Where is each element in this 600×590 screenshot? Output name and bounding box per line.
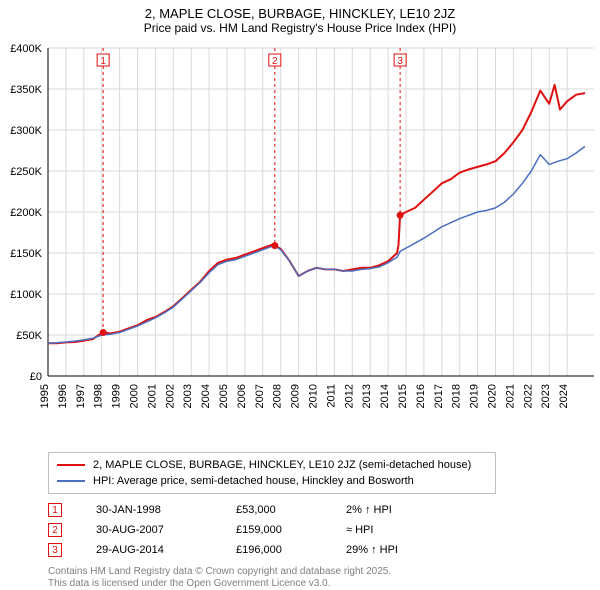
svg-text:1997: 1997 bbox=[75, 384, 87, 408]
svg-text:£150K: £150K bbox=[10, 248, 42, 260]
svg-text:2012: 2012 bbox=[343, 384, 355, 408]
svg-text:2023: 2023 bbox=[540, 384, 552, 408]
legend-label-2: HPI: Average price, semi-detached house,… bbox=[93, 473, 414, 489]
svg-text:£300K: £300K bbox=[10, 125, 42, 137]
svg-text:1: 1 bbox=[100, 56, 106, 67]
svg-text:2009: 2009 bbox=[290, 384, 302, 408]
sales-date-2: 30-AUG-2007 bbox=[96, 524, 236, 536]
chart-title-line2: Price paid vs. HM Land Registry's House … bbox=[0, 21, 600, 35]
svg-text:2010: 2010 bbox=[308, 384, 320, 408]
svg-text:2004: 2004 bbox=[200, 384, 212, 408]
sales-hpi-1: 2% ↑ HPI bbox=[346, 504, 456, 516]
svg-text:2020: 2020 bbox=[487, 384, 499, 408]
sales-row-2: 2 30-AUG-2007 £159,000 ≈ HPI bbox=[48, 520, 456, 540]
chart-title-line1: 2, MAPLE CLOSE, BURBAGE, HINCKLEY, LE10 … bbox=[0, 6, 600, 21]
sales-marker-num-3: 3 bbox=[48, 543, 62, 557]
chart-area: £0 £50K £100K £150K £200K £250K £300K £350K £400… bbox=[0, 44, 600, 424]
svg-text:2014: 2014 bbox=[379, 384, 391, 408]
sales-price-1: £53,000 bbox=[236, 504, 346, 516]
svg-text:2005: 2005 bbox=[218, 384, 230, 408]
svg-text:2007: 2007 bbox=[254, 384, 266, 408]
legend-item-2: HPI: Average price, semi-detached house,… bbox=[57, 473, 487, 489]
svg-text:2001: 2001 bbox=[146, 384, 158, 408]
line-chart-svg: £0 £50K £100K £150K £200K £250K £300K £350K £400… bbox=[0, 44, 600, 424]
svg-text:2011: 2011 bbox=[325, 384, 337, 408]
legend-swatch-2 bbox=[57, 480, 85, 482]
attribution: Contains HM Land Registry data © Crown c… bbox=[48, 566, 391, 590]
svg-text:1998: 1998 bbox=[93, 384, 105, 408]
svg-text:1995: 1995 bbox=[39, 384, 51, 408]
sales-price-3: £196,000 bbox=[236, 544, 346, 556]
svg-text:2000: 2000 bbox=[129, 384, 141, 408]
svg-text:£50K: £50K bbox=[16, 330, 42, 342]
svg-text:2021: 2021 bbox=[504, 384, 516, 408]
svg-text:1999: 1999 bbox=[111, 384, 123, 408]
svg-text:2018: 2018 bbox=[451, 384, 463, 408]
svg-text:£350K: £350K bbox=[10, 84, 42, 96]
sales-hpi-3: 29% ↑ HPI bbox=[346, 544, 456, 556]
legend-box: 2, MAPLE CLOSE, BURBAGE, HINCKLEY, LE10 … bbox=[48, 452, 496, 494]
sales-hpi-2: ≈ HPI bbox=[346, 524, 456, 536]
svg-text:1996: 1996 bbox=[57, 384, 69, 408]
svg-text:2006: 2006 bbox=[236, 384, 248, 408]
chart-titles: 2, MAPLE CLOSE, BURBAGE, HINCKLEY, LE10 … bbox=[0, 0, 600, 35]
legend-label-1: 2, MAPLE CLOSE, BURBAGE, HINCKLEY, LE10 … bbox=[93, 457, 471, 473]
svg-text:2008: 2008 bbox=[272, 384, 284, 408]
svg-text:2013: 2013 bbox=[361, 384, 373, 408]
attribution-line2: This data is licensed under the Open Gov… bbox=[48, 578, 391, 590]
sales-marker-num-2: 2 bbox=[48, 523, 62, 537]
svg-text:£100K: £100K bbox=[10, 289, 42, 301]
svg-text:2016: 2016 bbox=[415, 384, 427, 408]
sales-marker-num-1: 1 bbox=[48, 503, 62, 517]
legend-swatch-1 bbox=[57, 464, 85, 466]
svg-text:3: 3 bbox=[397, 56, 403, 67]
svg-text:2002: 2002 bbox=[164, 384, 176, 408]
svg-text:2003: 2003 bbox=[182, 384, 194, 408]
svg-text:£200K: £200K bbox=[10, 207, 42, 219]
sales-price-2: £159,000 bbox=[236, 524, 346, 536]
svg-text:2019: 2019 bbox=[469, 384, 481, 408]
legend-item-1: 2, MAPLE CLOSE, BURBAGE, HINCKLEY, LE10 … bbox=[57, 457, 487, 473]
svg-text:£400K: £400K bbox=[10, 44, 42, 55]
svg-text:2: 2 bbox=[272, 56, 278, 67]
sales-table: 1 30-JAN-1998 £53,000 2% ↑ HPI 2 30-AUG-… bbox=[48, 500, 456, 560]
svg-text:2022: 2022 bbox=[522, 384, 534, 408]
sales-row-3: 3 29-AUG-2014 £196,000 29% ↑ HPI bbox=[48, 540, 456, 560]
svg-text:£0: £0 bbox=[30, 371, 42, 383]
svg-text:£250K: £250K bbox=[10, 166, 42, 178]
attribution-line1: Contains HM Land Registry data © Crown c… bbox=[48, 566, 391, 578]
svg-text:2024: 2024 bbox=[558, 384, 570, 408]
svg-text:2015: 2015 bbox=[397, 384, 409, 408]
svg-text:2017: 2017 bbox=[433, 384, 445, 408]
sales-date-3: 29-AUG-2014 bbox=[96, 544, 236, 556]
sales-row-1: 1 30-JAN-1998 £53,000 2% ↑ HPI bbox=[48, 500, 456, 520]
sales-date-1: 30-JAN-1998 bbox=[96, 504, 236, 516]
